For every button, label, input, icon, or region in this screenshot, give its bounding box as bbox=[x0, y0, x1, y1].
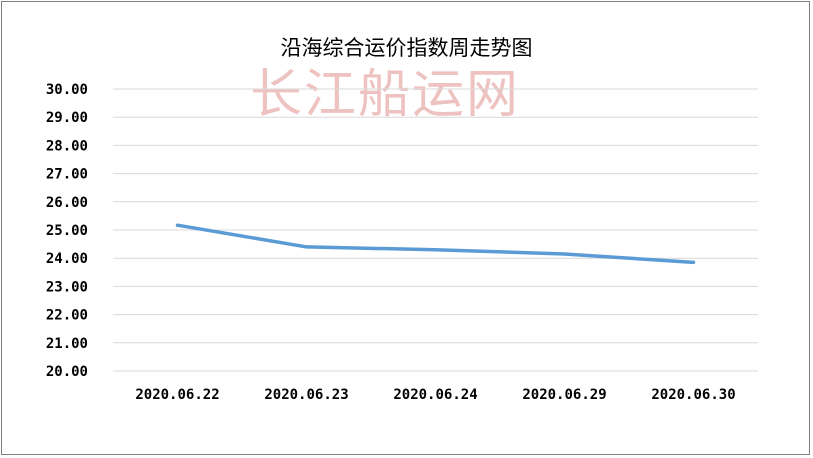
data-point bbox=[563, 252, 566, 256]
series-line bbox=[175, 223, 696, 265]
data-point bbox=[305, 245, 308, 249]
y-tick-label: 22.00 bbox=[46, 308, 88, 324]
x-tick-label: 2020.06.24 bbox=[393, 387, 477, 403]
x-tick-label: 2020.06.29 bbox=[522, 387, 606, 403]
y-tick-label: 27.00 bbox=[46, 167, 88, 183]
chart-title: 沿海综合运价指数周走势图 bbox=[280, 36, 533, 60]
x-tick-label: 2020.06.23 bbox=[264, 387, 348, 403]
watermark: 长江船运网 bbox=[250, 65, 521, 125]
y-tick-label: 20.00 bbox=[46, 364, 88, 380]
y-tick-label: 21.00 bbox=[46, 336, 88, 352]
y-tick-label: 29.00 bbox=[46, 110, 88, 126]
y-tick-label: 25.00 bbox=[46, 223, 88, 239]
x-tick-label: 2020.06.30 bbox=[651, 387, 735, 403]
y-tick-label: 24.00 bbox=[46, 251, 88, 267]
y-tick-label: 23.00 bbox=[46, 279, 88, 295]
data-point bbox=[692, 260, 695, 264]
data-point bbox=[176, 223, 179, 227]
x-tick-label: 2020.06.22 bbox=[135, 387, 219, 403]
series-group bbox=[175, 223, 696, 265]
y-tick-label: 28.00 bbox=[46, 138, 88, 154]
x-axis-ticks: 2020.06.22 2020.06.23 2020.06.24 2020.06.29… bbox=[135, 387, 735, 403]
data-point bbox=[434, 248, 437, 252]
gridlines bbox=[113, 88, 758, 372]
y-tick-label: 26.00 bbox=[46, 195, 88, 211]
y-axis-ticks: 20.00 21.00 22.00 23.00 24.00 25.00 26.00 27.00… bbox=[46, 82, 88, 380]
y-tick-label: 30.00 bbox=[46, 82, 88, 98]
